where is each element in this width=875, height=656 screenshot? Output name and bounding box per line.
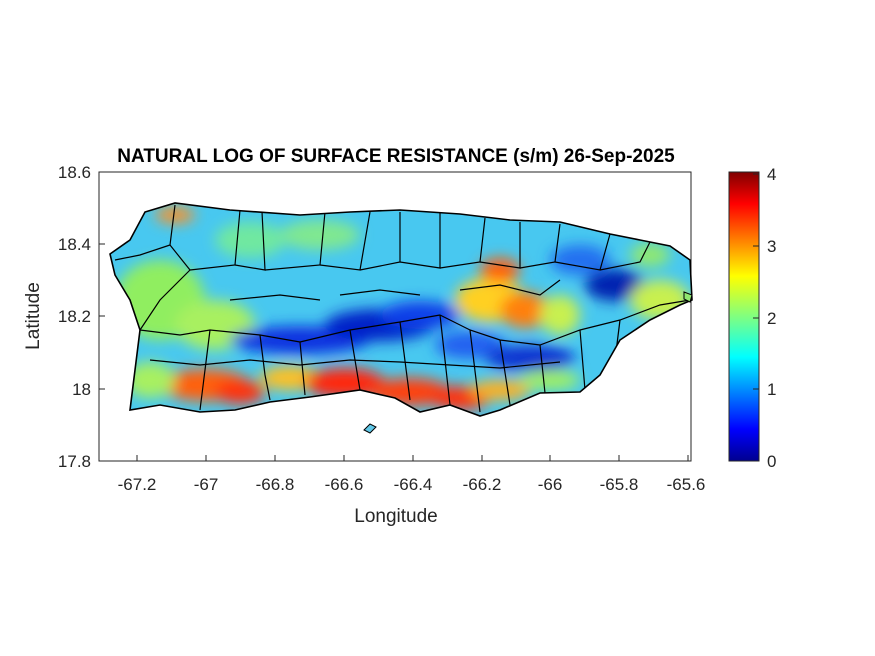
x-tick: -66.8 [256,455,295,494]
x-tick: -66.6 [325,455,364,494]
colorbar-tick-label: 3 [767,237,776,256]
x-tick-label: -66.6 [325,475,364,494]
y-tick-label: 18.4 [58,235,91,254]
colorbar-tick: 3 [753,237,776,256]
x-tick: -65.8 [600,455,639,494]
x-tick: -66.2 [463,455,502,494]
x-axis-label: Longitude [354,506,437,527]
chart-title: NATURAL LOG OF SURFACE RESISTANCE (s/m) … [117,146,675,167]
y-tick-label: 18 [72,380,91,399]
y-tick: 18.2 [58,307,105,326]
x-tick-label: -67.2 [118,475,157,494]
y-tick: 17.8 [58,452,105,471]
surface-resistance-field [110,203,692,416]
x-tick-label: -67 [194,475,219,494]
y-tick-label: 18.2 [58,307,91,326]
x-tick-label: -65.6 [667,475,706,494]
y-tick: 18 [72,380,105,399]
y-axis: 18.6 18.4 18.2 18 17.8 [58,163,105,471]
y-tick: 18.6 [58,163,105,182]
x-tick: -67 [194,455,219,494]
colorbar-tick: 4 [753,165,776,184]
x-tick-label: -66.4 [394,475,433,494]
colorbar-tick-label: 0 [767,452,776,471]
x-tick-label: -66.2 [463,475,502,494]
small-island [363,423,377,434]
x-tick-label: -66 [538,475,563,494]
y-axis-label: Latitude [23,282,44,350]
colorbar-gradient [728,171,760,462]
colorbar-tick: 2 [753,309,776,328]
x-tick: -67.2 [118,455,157,494]
colorbar: 4 3 2 1 0 [728,165,776,471]
coastline [109,202,693,417]
colorbar-tick: 1 [753,380,776,399]
colorbar-tick-label: 2 [767,309,776,328]
y-tick-label: 17.8 [58,452,91,471]
y-tick: 18.4 [58,235,105,254]
x-tick-label: -65.8 [600,475,639,494]
colorbar-tick: 0 [753,452,776,471]
x-tick: -66 [538,455,563,494]
small-island-east [683,291,693,303]
y-tick-label: 18.6 [58,163,91,182]
x-axis: -67.2 -67 -66.8 -66.6 -66.4 -66.2 -66 -6… [118,455,706,494]
x-tick: -65.6 [667,455,706,494]
municipality-boundaries [114,204,691,413]
colorbar-tick-label: 1 [767,380,776,399]
colorbar-tick-label: 4 [767,165,776,184]
x-tick-label: -66.8 [256,475,295,494]
x-tick: -66.4 [394,455,433,494]
